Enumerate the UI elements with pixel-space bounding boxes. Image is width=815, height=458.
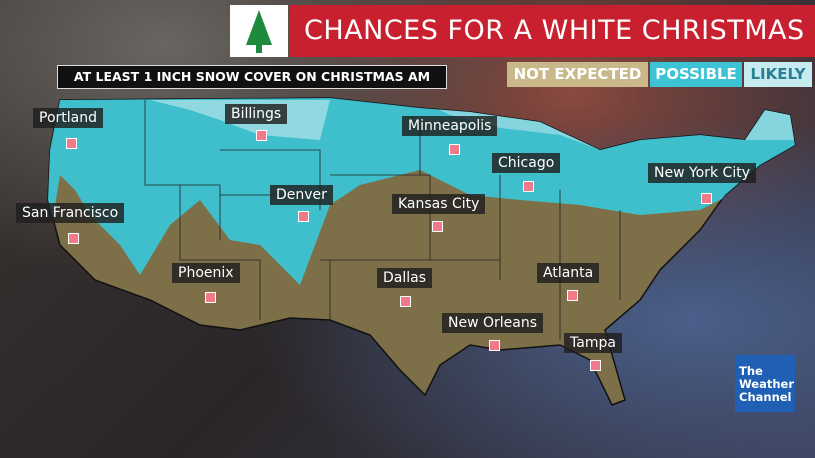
legend-possible: POSSIBLE (650, 62, 742, 87)
city-label: Chicago (492, 153, 561, 173)
city-marker (66, 138, 77, 149)
city-marker (567, 290, 578, 301)
city-marker (400, 296, 411, 307)
subtitle: AT LEAST 1 INCH SNOW COVER ON CHRISTMAS … (57, 65, 447, 89)
city-label: Billings (225, 104, 288, 124)
city-label: Portland (33, 108, 103, 128)
city-marker (256, 130, 267, 141)
city-marker (68, 233, 79, 244)
snow-likely (420, 100, 600, 150)
legend-not-expected: NOT EXPECTED (507, 62, 648, 87)
logo-line: Weather (739, 377, 794, 391)
city-marker (205, 292, 216, 303)
logo-line: Channel (739, 390, 792, 404)
city-marker (298, 211, 309, 222)
city-label: Atlanta (537, 263, 600, 283)
title: CHANCES FOR A WHITE CHRISTMAS (290, 5, 815, 57)
city-label: Kansas City (392, 194, 486, 214)
city-label: Phoenix (172, 263, 240, 283)
legend-likely: LIKELY (744, 62, 812, 87)
city-marker (432, 221, 443, 232)
city-label: Denver (270, 185, 333, 205)
city-marker (701, 193, 712, 204)
city-marker (489, 340, 500, 351)
weather-channel-logo: The Weather Channel (735, 355, 795, 412)
city-label: San Francisco (16, 203, 125, 223)
city-label: New Orleans (442, 313, 544, 333)
city-label: Tampa (564, 333, 622, 353)
city-marker (449, 144, 460, 155)
snow-likely (740, 110, 795, 140)
city-marker (590, 360, 601, 371)
city-label: New York City (648, 163, 756, 183)
city-label: Dallas (377, 268, 433, 288)
logo-line: The (739, 364, 763, 378)
city-marker (523, 181, 534, 192)
city-label: Minneapolis (402, 116, 498, 136)
tree-icon (230, 5, 288, 57)
